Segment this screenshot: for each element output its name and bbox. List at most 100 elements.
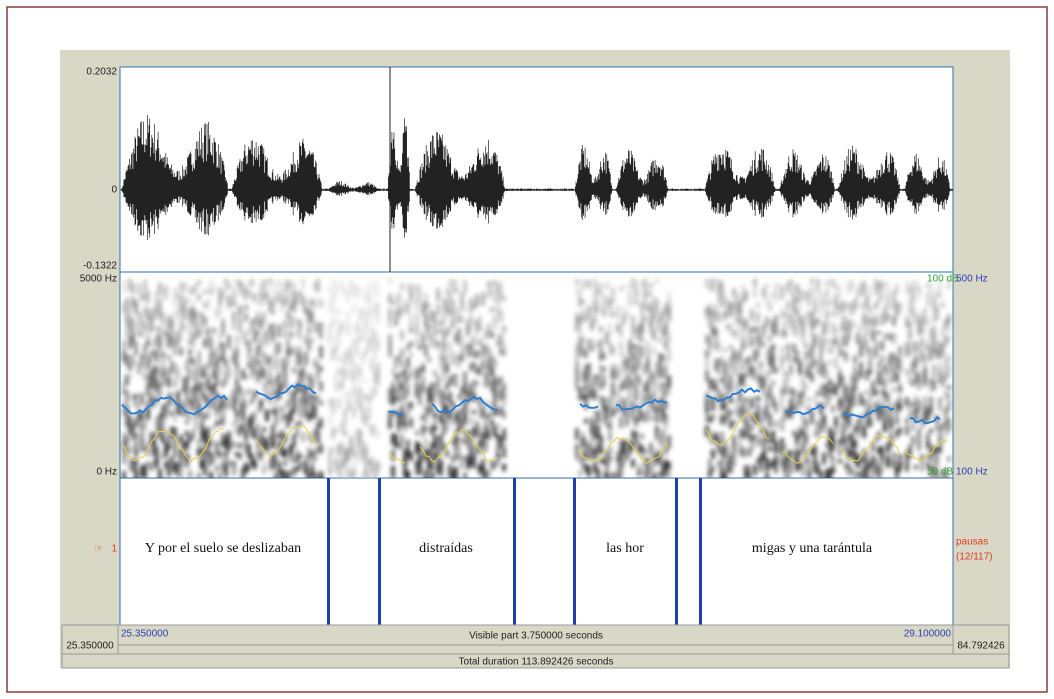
spectral-energy	[750, 443, 754, 447]
spectral-energy	[319, 346, 323, 359]
spectral-energy	[346, 312, 350, 317]
spectral-energy	[596, 469, 600, 477]
spectral-energy	[807, 397, 811, 401]
spectral-energy	[599, 282, 603, 287]
spectral-energy	[602, 353, 606, 359]
spectral-energy	[415, 430, 419, 435]
spectral-energy	[774, 441, 778, 454]
spectral-energy	[430, 464, 434, 470]
spectral-energy	[859, 370, 863, 378]
spectral-energy	[744, 384, 748, 388]
spectral-energy	[732, 435, 736, 446]
window-end: 84.792426	[957, 641, 1005, 652]
spectral-energy	[352, 304, 356, 314]
spectral-energy	[932, 365, 936, 379]
spectral-energy	[581, 300, 585, 304]
spectral-energy	[466, 405, 470, 416]
spectral-energy	[343, 368, 347, 379]
boundary[interactable]	[513, 478, 516, 625]
spectral-energy	[358, 387, 362, 397]
spectral-energy	[271, 441, 275, 449]
spectral-energy	[221, 417, 225, 425]
spectral-energy	[244, 401, 248, 409]
spectral-energy	[917, 441, 921, 451]
spectral-energy	[256, 331, 260, 335]
spectral-energy	[926, 318, 930, 325]
spectral-energy	[822, 452, 826, 464]
spectral-energy	[667, 298, 671, 307]
spectral-energy	[388, 308, 392, 322]
boundary[interactable]	[573, 478, 576, 625]
spectral-energy	[490, 420, 494, 425]
spectral-energy	[400, 330, 404, 340]
spectral-energy	[134, 402, 138, 407]
spectral-energy	[271, 304, 275, 312]
boundary[interactable]	[675, 478, 678, 625]
spectral-energy	[640, 337, 644, 342]
spectral-energy	[575, 428, 579, 440]
spectral-energy	[424, 344, 428, 349]
spectral-energy	[768, 336, 772, 342]
spectral-energy	[430, 406, 434, 411]
interval-label[interactable]: las hor	[606, 541, 644, 556]
spectral-energy	[424, 351, 428, 356]
praat-window: 0.2032 0 -0.1322 5000 Hz 0 Hz 100 dB 500…	[0, 0, 1054, 699]
spectral-energy	[759, 461, 763, 470]
spectral-energy	[720, 461, 724, 467]
spectral-energy	[167, 355, 171, 361]
spectral-energy	[667, 462, 671, 470]
spectral-energy	[581, 432, 585, 437]
spectral-energy	[735, 362, 739, 375]
boundary[interactable]	[378, 478, 381, 625]
spectral-energy	[409, 452, 413, 461]
spectral-energy	[756, 396, 760, 401]
boundary[interactable]	[327, 478, 330, 625]
spectral-energy	[844, 352, 848, 362]
spectral-energy	[439, 460, 443, 466]
spectral-energy	[667, 348, 671, 361]
spectral-energy	[283, 460, 287, 466]
spectral-energy	[460, 316, 464, 323]
spectral-energy	[268, 355, 272, 363]
spectral-energy	[634, 396, 638, 401]
spectral-energy	[886, 455, 890, 468]
spectral-energy	[134, 394, 138, 400]
spectral-energy	[834, 416, 838, 422]
spectral-energy	[602, 374, 606, 387]
boundary[interactable]	[699, 478, 702, 625]
spectral-energy	[575, 279, 579, 285]
interval-label[interactable]: distraídas	[419, 541, 473, 556]
spectral-energy	[616, 308, 620, 312]
spectral-energy	[935, 307, 939, 320]
tier-icon[interactable]: ☞	[94, 544, 103, 555]
spectral-energy	[289, 332, 293, 338]
spectral-energy	[905, 419, 909, 423]
spectral-energy	[421, 376, 425, 384]
interval-label[interactable]: Y por el suelo se deslizaban	[145, 541, 301, 556]
spectral-energy	[158, 391, 162, 397]
spectral-energy	[218, 362, 222, 375]
interval-label[interactable]: migas y una tarántula	[752, 541, 873, 556]
spectral-energy	[262, 464, 266, 474]
spectral-energy	[137, 285, 141, 295]
spectral-energy	[816, 278, 820, 289]
spectral-energy	[587, 372, 591, 379]
spectral-energy	[352, 470, 356, 477]
spectral-energy	[813, 445, 817, 456]
spectral-energy	[125, 391, 129, 403]
spectral-energy	[388, 278, 392, 283]
spectral-energy	[215, 374, 219, 386]
spectral-energy	[834, 337, 838, 343]
spectral-energy	[856, 332, 860, 340]
spectral-energy	[250, 279, 254, 287]
spectral-energy	[810, 373, 814, 383]
spectral-energy	[780, 357, 784, 364]
spectral-energy	[496, 423, 500, 431]
spectral-energy	[602, 367, 606, 372]
spectral-energy	[804, 342, 808, 348]
spectral-energy	[346, 326, 350, 335]
spectral-energy	[841, 402, 845, 406]
spectral-energy	[917, 400, 921, 413]
spectral-energy	[801, 390, 805, 398]
spectral-energy	[801, 463, 805, 477]
